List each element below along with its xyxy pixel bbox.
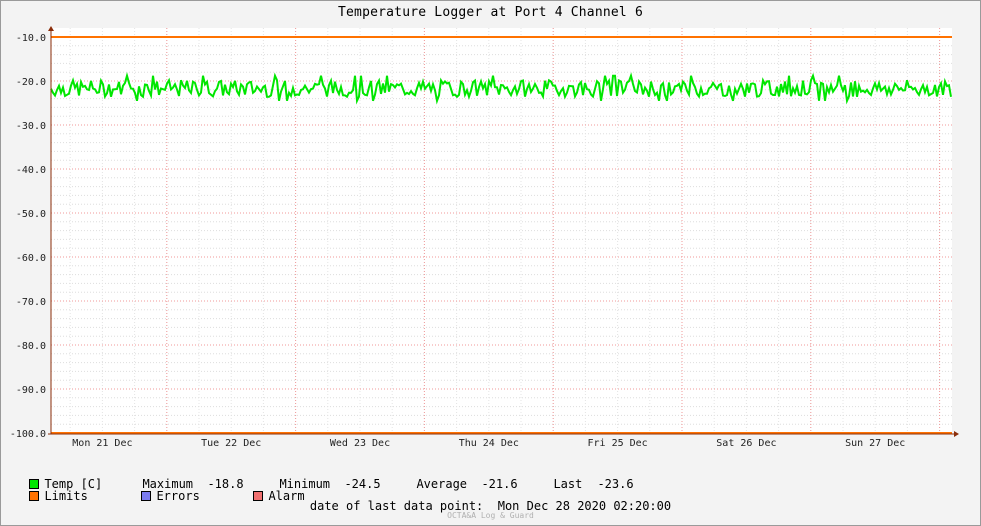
last-value: -23.6 [597,477,634,491]
x-tick-label: Mon 21 Dec [72,438,132,449]
legend-maximum-value: -18.8 [193,463,244,491]
x-axis-arrow-icon [954,431,959,437]
temp-series-line [50,71,952,105]
legend-last: Last [539,463,582,491]
y-tick-label: -50.0 [16,209,46,220]
y-axis-arrow-icon [48,26,54,31]
y-tick-labels: -10.0 -20.0 -30.0 -40.0 -50.0 -60.0 -70.0 -80.0… [10,33,46,440]
errors-swatch [141,491,152,501]
y-tick-label: -20.0 [16,77,46,88]
x-tick-label: Sat 26 Dec [716,438,776,449]
legend-alarm-label: Alarm [268,489,305,503]
last-label: Last [553,477,583,491]
last-data-value: Mon Dec 28 2020 02:20:00 [497,499,672,513]
temp-series [50,71,952,105]
y-tick-label: -70.0 [16,297,46,308]
legend-errors: Errors [127,475,200,503]
minimum-value: -24.5 [344,477,381,491]
y-tick-label: -30.0 [16,121,46,132]
legend-last-value: -23.6 [583,463,634,491]
x-tick-labels: Mon 21 Dec Tue 22 Dec Wed 23 Dec Thu 24 Dec… [72,438,905,449]
limit-lines [51,36,952,434]
y-tick-label: -10.0 [16,33,46,44]
y-tick-label: -90.0 [16,385,46,396]
average-value: -21.6 [481,477,518,491]
legend-average: Average [402,463,467,491]
alarm-swatch [253,491,264,501]
maximum-value: -18.8 [207,477,244,491]
x-tick-label: Wed 23 Dec [330,438,390,449]
x-tick-label: Sun 27 Dec [845,438,905,449]
legend-minimum-value: -24.5 [330,463,381,491]
maximum-label: Maximum [142,477,194,491]
average-label: Average [416,477,468,491]
legend-limits: Limits [15,475,88,503]
legend-errors-label: Errors [156,489,200,503]
minimum-label: Minimum [279,477,331,491]
y-tick-label: -40.0 [16,165,46,176]
chart-plot: -10.0 -20.0 -30.0 -40.0 -50.0 -60.0 -70.0 -80.0… [10,26,959,449]
legend-minimum: Minimum [265,463,330,491]
chart-title: Temperature Logger at Port 4 Channel 6 [337,5,643,20]
limits-swatch [29,491,40,501]
last-data-label: date of last data point: [309,499,484,513]
y-tick-label: -60.0 [16,253,46,264]
axes [48,26,959,437]
legend-temp-label: Temp [C] [44,477,103,491]
legend-maximum: Maximum [128,463,193,491]
y-tick-label: -100.0 [10,429,46,440]
legend-average-value: -21.6 [467,463,518,491]
watermark: OCTA&A Log & Guard [447,511,534,520]
x-tick-label: Thu 24 Dec [459,438,519,449]
x-tick-label: Fri 25 Dec [587,438,647,449]
last-data-point: date of last data point: Mon Dec 28 2020… [0,499,981,513]
y-tick-label: -80.0 [16,341,46,352]
temp-swatch [29,479,40,489]
legend-limits-label: Limits [44,489,88,503]
legend-alarm: Alarm [239,475,305,503]
legend-temp: Temp [C] [15,463,102,491]
x-tick-label: Tue 22 Dec [201,438,261,449]
